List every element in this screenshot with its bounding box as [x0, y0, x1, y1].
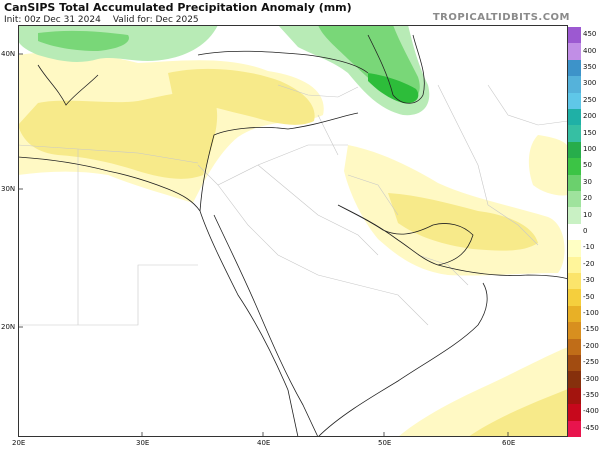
colorbar-label: 10	[583, 210, 592, 219]
coast-levant-turkey	[199, 112, 359, 212]
valid-time: Valid for: Dec 2025	[112, 15, 199, 25]
colorbar-label: -20	[583, 259, 595, 268]
map-frame	[18, 25, 568, 437]
colorbar-swatch	[568, 59, 581, 77]
colorbar-label: -10	[583, 243, 595, 252]
colorbar-label: 300	[583, 79, 597, 88]
coast-caspian	[367, 34, 425, 104]
colorbar-swatch	[568, 338, 581, 356]
colorbar-label: 30	[583, 177, 592, 186]
colorbar-swatch	[568, 305, 581, 323]
dry-region-pakistan	[528, 135, 568, 196]
colorbar-swatch	[568, 76, 581, 94]
colorbar-swatch	[568, 273, 581, 290]
colorbar-swatch	[568, 240, 581, 258]
coast-iran-pakistan	[437, 264, 568, 280]
dry-region-turkey	[168, 68, 315, 125]
wet-region-caspian-core	[368, 73, 419, 104]
colorbar-swatch	[568, 404, 581, 422]
colorbar-label: -100	[583, 309, 599, 317]
colorbar-label: 400	[583, 46, 597, 55]
colorbar-swatch	[568, 322, 581, 340]
colorbar-swatch	[568, 207, 581, 225]
colorbar-label: -400	[583, 407, 599, 416]
colorbar-swatch	[568, 174, 581, 192]
colorbar-swatch	[568, 141, 581, 159]
coast-greece	[37, 64, 99, 106]
colorbar-label: 0	[583, 227, 588, 235]
colorbar-swatch	[568, 223, 581, 241]
colorbar-label: 450	[583, 30, 597, 39]
colorbar-swatch	[568, 371, 581, 389]
init-time: Init: 00z Dec 31 2024	[4, 15, 101, 25]
colorbar-label: -300	[583, 374, 599, 383]
lon-tick-40e: 40E	[257, 439, 271, 447]
colorbar-swatch	[568, 355, 581, 372]
coastlines	[18, 34, 568, 437]
country-borders	[18, 84, 568, 326]
colorbar-label: 350	[583, 63, 597, 71]
colorbar-label: -30	[583, 276, 595, 285]
lon-tick-30e: 30E	[136, 439, 150, 447]
lat-tick-20n: 20N	[1, 323, 16, 331]
lon-tick-60e: 60E	[502, 439, 516, 447]
colorbar-label: 20	[583, 194, 592, 203]
colorbar-label: -250	[583, 358, 599, 367]
colorbar-label: -150	[583, 325, 599, 334]
colorbar-swatch	[568, 125, 581, 143]
lat-tick-30n: 30N	[1, 185, 16, 193]
dry-region-iran-core	[388, 193, 538, 251]
colorbar-swatch	[568, 158, 581, 176]
coast-arabia-south	[317, 282, 488, 437]
colorbar-label: -450	[583, 423, 599, 432]
colorbar-label: -350	[583, 391, 599, 399]
precipitation-anomaly-map	[18, 25, 568, 437]
run-info: Init: 00z Dec 31 2024 Valid for: Dec 2025	[4, 15, 199, 25]
dry-region-arabian-sea-core	[468, 389, 568, 437]
colorbar-label: 50	[583, 161, 592, 170]
coast-red-sea-east	[213, 214, 319, 437]
colorbar-label: 200	[583, 112, 597, 121]
colorbar-swatch	[568, 43, 581, 61]
colorbar-swatch	[568, 420, 581, 438]
colorbar-label: 150	[583, 128, 597, 137]
colorbar-legend: 450 400 350 300 250 200 150 100 50 30 20 10 0 -10 -20-…	[568, 27, 600, 439]
lat-tick-40n: 40N	[1, 50, 16, 58]
colorbar-label: 250	[583, 95, 597, 104]
dry-region-levant-core	[18, 92, 218, 179]
colorbar-swatch	[568, 109, 581, 126]
colorbar-swatch	[568, 256, 581, 274]
colorbar-label: -200	[583, 341, 599, 350]
coast-north-africa	[18, 156, 201, 212]
dry-anomaly-shading	[18, 52, 568, 437]
coast-persian-gulf	[337, 204, 474, 266]
colorbar-swatch	[568, 387, 581, 405]
lon-tick-50e: 50E	[378, 439, 392, 447]
map-title: CanSIPS Total Accumulated Precipitation …	[4, 1, 352, 14]
wet-region-west-balkans	[38, 30, 129, 51]
lon-tick-20e: 20E	[12, 439, 26, 447]
colorbar-swatch	[568, 92, 581, 110]
colorbar-swatch	[568, 191, 581, 208]
colorbar-label: -50	[583, 292, 595, 301]
wet-anomaly-shading	[18, 25, 430, 116]
coast-red-sea-west	[199, 210, 299, 437]
coast-black-sea	[197, 50, 369, 74]
colorbar-swatch	[568, 27, 581, 44]
colorbar-swatch	[568, 289, 581, 307]
colorbar-label: 100	[583, 145, 597, 153]
site-watermark: TROPICALTIDBITS.COM	[432, 12, 570, 23]
